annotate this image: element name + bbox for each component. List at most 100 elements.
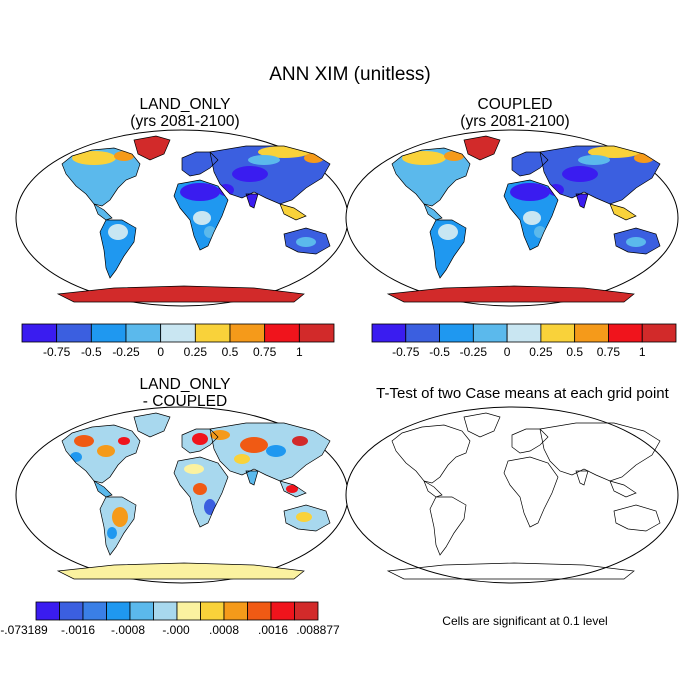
panel-title-coupled: COUPLED (yrs 2081-2100) bbox=[350, 96, 680, 130]
coastline-africa bbox=[173, 179, 229, 251]
colorbar-swatch bbox=[574, 323, 609, 343]
figure-title: ANN XIM (unitless) bbox=[269, 64, 431, 85]
colorbar-tick-label: 0.75 bbox=[597, 345, 621, 359]
map-difference bbox=[15, 406, 349, 584]
landmass-europe bbox=[512, 152, 548, 176]
landmass-camerica bbox=[424, 204, 442, 220]
data-patch bbox=[523, 211, 541, 225]
colorbar-swatch bbox=[125, 323, 162, 343]
colorbar-tick-label: 0.25 bbox=[184, 345, 208, 359]
data-patch bbox=[286, 485, 298, 493]
colorbar-tick-label: 0.5 bbox=[222, 345, 239, 359]
coastline-india bbox=[575, 193, 589, 209]
colorbar-swatch bbox=[294, 601, 319, 621]
landmass-asia bbox=[210, 146, 330, 204]
colorbar-tick-label: -.0016 bbox=[61, 623, 95, 637]
data-patch bbox=[180, 183, 220, 201]
coastline-samerica bbox=[429, 496, 467, 556]
colorbar-swatch bbox=[641, 323, 677, 343]
coastline-samerica bbox=[99, 219, 137, 279]
data-patch bbox=[114, 151, 134, 161]
coastline-namerica bbox=[61, 147, 141, 207]
landmass-antarctica bbox=[388, 286, 634, 302]
coastline-australia bbox=[613, 504, 661, 532]
panel-title-line1: LAND_ONLY bbox=[139, 376, 231, 393]
data-patch bbox=[97, 445, 115, 457]
data-patch bbox=[438, 224, 458, 240]
data-patch bbox=[296, 237, 316, 247]
data-patch bbox=[510, 183, 550, 201]
colorbar-tick-label: -.073189 bbox=[0, 623, 48, 637]
colorbar-swatch bbox=[439, 323, 474, 343]
panel-title-line1: LAND_ONLY bbox=[139, 96, 231, 113]
colorbar-swatch bbox=[200, 601, 225, 621]
colorbar-swatch bbox=[270, 601, 295, 621]
colorbar-swatch bbox=[176, 601, 201, 621]
panel-title-line1: COUPLED bbox=[477, 96, 553, 113]
colorbar-swatch bbox=[229, 323, 266, 343]
colorbar-swatch bbox=[264, 323, 300, 343]
coastline-camerica bbox=[423, 480, 443, 498]
coastline-europe bbox=[181, 428, 219, 454]
panel-title-ttest: T-Test of two Case means at each grid po… bbox=[345, 385, 700, 402]
panel-title-land-only: LAND_ONLY (yrs 2081-2100) bbox=[20, 96, 350, 130]
colorbar-swatch bbox=[540, 323, 576, 343]
colorbar-swatch bbox=[223, 601, 248, 621]
coastline-india bbox=[245, 470, 259, 486]
coastline-asia bbox=[209, 145, 331, 205]
colorbar-swatch bbox=[247, 601, 272, 621]
landmass-seasia bbox=[280, 204, 306, 220]
coastline-greenland bbox=[133, 135, 171, 161]
colorbar-swatch bbox=[506, 323, 542, 343]
colorbar-tick-label: -0.5 bbox=[429, 345, 450, 359]
coastline-india bbox=[245, 193, 259, 209]
colorbar-tick-label: -0.75 bbox=[43, 345, 71, 359]
data-patch bbox=[626, 237, 646, 247]
data-patch bbox=[74, 435, 94, 447]
coastline-seasia bbox=[279, 480, 307, 498]
coastline-namerica bbox=[391, 147, 471, 207]
coastline-antarctica bbox=[386, 562, 635, 580]
coastline-antarctica bbox=[386, 285, 635, 303]
coastline-camerica bbox=[93, 480, 113, 498]
coastline-camerica bbox=[423, 203, 443, 221]
data-patch bbox=[248, 155, 280, 165]
data-patches bbox=[402, 146, 654, 247]
colorbar-swatch bbox=[298, 323, 335, 343]
coastline-seasia bbox=[609, 203, 637, 221]
colorbar-swatch bbox=[35, 601, 60, 621]
coastline-camerica bbox=[93, 203, 113, 221]
coastline-africa bbox=[173, 456, 229, 528]
data-patch bbox=[240, 437, 268, 453]
data-patch bbox=[210, 430, 230, 440]
landmass-camerica bbox=[94, 481, 112, 497]
data-patch bbox=[292, 436, 308, 446]
data-patch bbox=[193, 211, 211, 225]
colorbar-swatch bbox=[82, 601, 107, 621]
coastline-asia bbox=[209, 422, 331, 482]
colorbar-swatch bbox=[90, 323, 127, 343]
data-patch bbox=[107, 527, 117, 539]
coastline-europe bbox=[181, 151, 219, 177]
colorbar-swatch bbox=[106, 601, 131, 621]
colorbar-tick-label: .0008 bbox=[209, 623, 239, 637]
landmass-antarctica bbox=[58, 286, 304, 302]
data-patch bbox=[112, 507, 128, 527]
colorbar-swatch bbox=[129, 601, 154, 621]
colorbar-tick-label: -0.25 bbox=[460, 345, 488, 359]
colorbar-tick-label: 0 bbox=[504, 345, 511, 359]
coastline-australia bbox=[283, 227, 331, 255]
colorbar-tick-label: 1 bbox=[296, 345, 303, 359]
colorbar-swatch bbox=[21, 323, 58, 343]
coastline-namerica bbox=[391, 424, 471, 484]
panel-title-line2: (yrs 2081-2100) bbox=[460, 113, 570, 130]
colorbar-tick-label: -.0008 bbox=[111, 623, 145, 637]
colorbar-swatch bbox=[405, 323, 440, 343]
colorbar-tick-label: .008877 bbox=[296, 623, 340, 637]
colorbar-tick-label: -0.5 bbox=[81, 345, 102, 359]
coastline-asia bbox=[539, 145, 661, 205]
colorbar-swatch bbox=[153, 601, 178, 621]
colorbar-tick-label: -.000 bbox=[162, 623, 190, 637]
colorbar-tick-label: 0 bbox=[157, 345, 164, 359]
coastline-africa bbox=[503, 179, 559, 251]
